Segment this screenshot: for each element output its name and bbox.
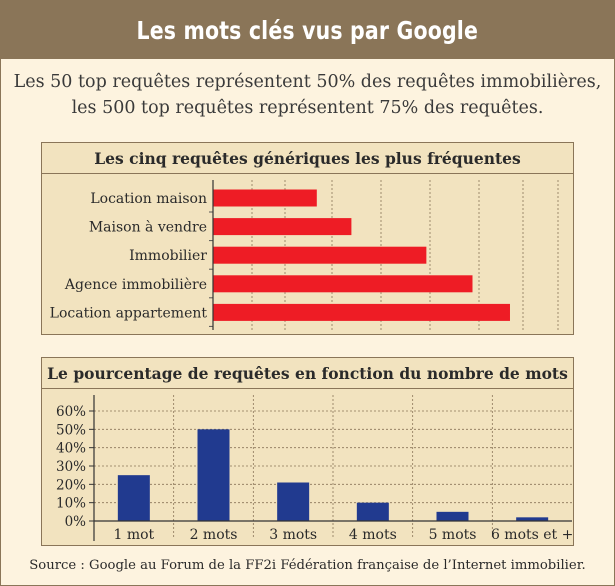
words-percentage-panel: Le pourcentage de requêtes en fonction d…: [41, 357, 574, 546]
chart2-category-label: 5 mots: [429, 527, 477, 543]
page-title: Les mots clés vus par Google: [136, 15, 479, 45]
chart1-bar: [213, 246, 427, 264]
top-queries-panel: Les cinq requêtes génériques les plus fr…: [41, 142, 574, 335]
chart2-category-label: 6 mots et +: [491, 527, 573, 543]
chart2-bar: [516, 517, 549, 521]
chart2-bar: [356, 502, 389, 521]
chart2-category-label: 2 mots: [190, 527, 238, 543]
intro-text: Les 50 top requêtes représentent 50% des…: [1, 69, 614, 121]
header-band: Les mots clés vus par Google: [1, 1, 614, 59]
chart1-category-label: Location appartement: [50, 305, 208, 321]
chart1-category-label: Immobilier: [129, 248, 207, 264]
intro-line-1: Les 50 top requêtes représentent 50% des…: [13, 72, 602, 92]
chart1-category-label: Maison à vendre: [89, 219, 207, 236]
chart2-title: Le pourcentage de requêtes en fonction d…: [47, 364, 568, 383]
chart1-bar: [213, 218, 352, 236]
chart1-bar: [213, 275, 473, 293]
words-percentage-bar-chart: 0% 10% 20% 30% 40% 50% 60% 1 mot 2 mots 3 mots 4 m…: [56, 395, 573, 543]
chart1-bar: [213, 303, 510, 321]
chart2-y-tick-label: 0%: [65, 514, 87, 530]
chart2-bar: [436, 511, 469, 521]
chart2-y-tick-label: 60%: [56, 404, 86, 420]
chart2-category-label: 3 mots: [269, 527, 317, 543]
chart2-category-label: 1 mot: [113, 527, 154, 543]
chart2-y-tick-label: 10%: [56, 496, 86, 512]
chart2-y-tick-label: 50%: [56, 422, 86, 438]
chart2-bar: [197, 429, 230, 521]
chart2-y-tick-label: 30%: [56, 459, 86, 475]
chart2-y-tick-label: 20%: [56, 477, 86, 493]
chart2-bar: [277, 482, 310, 521]
chart1-title: Les cinq requêtes génériques les plus fr…: [94, 149, 521, 168]
chart2-bar: [117, 475, 150, 521]
intro-line-2: les 500 top requêtes représentent 75% de…: [71, 98, 544, 118]
chart1-category-label: Location maison: [90, 191, 207, 207]
chart1-title-divider: [41, 173, 574, 174]
chart2-category-label: 4 mots: [349, 527, 397, 543]
chart2-title-divider: [41, 388, 574, 389]
chart1-bar: [213, 189, 317, 207]
top-queries-bar-chart: Location maison Maison à vendre Immobilier…: [50, 180, 559, 330]
source-note: Source : Google au Forum de la FF2i Fédé…: [29, 558, 586, 573]
chart2-y-tick-label: 40%: [56, 441, 86, 457]
chart1-category-label: Agence immobilière: [64, 277, 207, 293]
